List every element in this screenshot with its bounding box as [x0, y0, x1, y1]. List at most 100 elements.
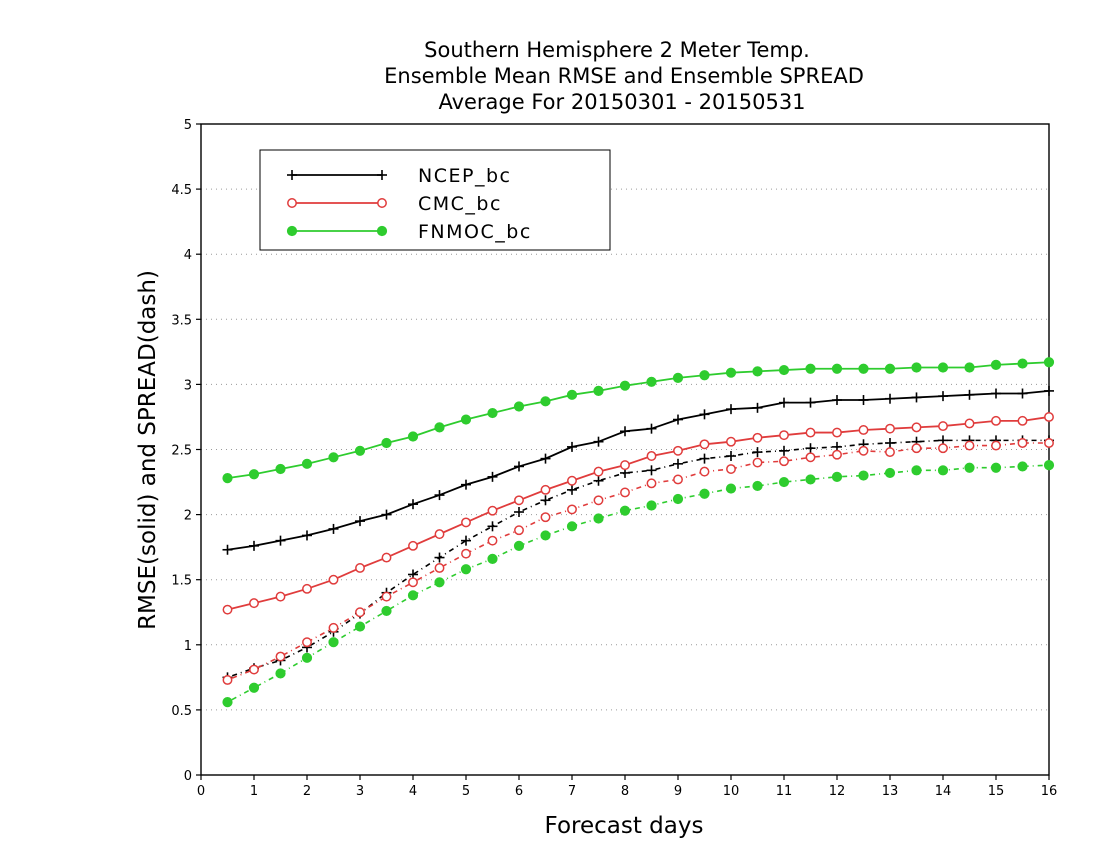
data-point-ncep-bc-spread	[885, 437, 895, 448]
data-point-cmc-bc-rmse	[249, 598, 259, 609]
data-point-ncep-bc-spread	[779, 445, 789, 456]
y-tick-label: 2	[184, 509, 192, 524]
data-point-cmc-bc-spread	[858, 445, 869, 456]
data-point-fnmoc-bc-rmse	[248, 469, 260, 480]
data-point-fnmoc-bc-spread	[566, 521, 578, 532]
data-point-fnmoc-bc-rmse	[566, 389, 578, 400]
data-point-fnmoc-bc-spread	[884, 467, 896, 479]
data-point-cmc-bc-rmse	[355, 563, 365, 573]
data-point-cmc-bc-rmse	[461, 517, 471, 528]
data-point-ncep-bc-rmse	[885, 393, 895, 404]
data-point-ncep-bc-rmse	[593, 436, 604, 447]
data-point-cmc-bc-spread	[540, 512, 551, 523]
data-point-fnmoc-bc-spread	[487, 553, 498, 564]
y-tick-label: 1.5	[171, 574, 192, 589]
data-point-ncep-bc-spread	[540, 495, 551, 506]
data-point-cmc-bc-rmse	[964, 418, 975, 429]
x-tick-label: 6	[515, 784, 523, 799]
data-point-ncep-bc-rmse	[779, 397, 789, 408]
data-point-cmc-bc-spread	[911, 443, 922, 454]
legend-marker-ncep-bc	[377, 170, 387, 180]
data-point-cmc-bc-spread	[355, 607, 365, 618]
data-point-ncep-bc-rmse	[620, 426, 630, 437]
data-point-ncep-bc-rmse	[991, 388, 1001, 399]
data-point-cmc-bc-rmse	[302, 583, 312, 594]
data-point-ncep-bc-rmse	[222, 544, 233, 555]
data-point-cmc-bc-rmse	[593, 466, 604, 477]
data-point-fnmoc-bc-spread	[593, 513, 604, 524]
data-point-ncep-bc-rmse	[726, 404, 736, 415]
data-point-ncep-bc-rmse	[858, 395, 869, 406]
data-point-fnmoc-bc-spread	[222, 696, 233, 708]
x-tick-label: 8	[621, 784, 629, 799]
y-tick-label: 0	[184, 769, 192, 784]
x-tick-label: 0	[197, 784, 205, 799]
data-point-fnmoc-bc-rmse	[328, 452, 339, 463]
data-point-fnmoc-bc-spread	[540, 530, 551, 541]
data-point-cmc-bc-rmse	[540, 484, 551, 495]
data-point-ncep-bc-spread	[726, 451, 736, 462]
data-point-cmc-bc-spread	[991, 440, 1001, 451]
data-point-ncep-bc-rmse	[302, 530, 312, 541]
legend: NCEP_bc CMC_bc FNMOC_bc	[259, 149, 611, 251]
data-point-fnmoc-bc-spread	[858, 470, 869, 481]
data-point-cmc-bc-spread	[275, 651, 286, 662]
data-point-cmc-bc-rmse	[673, 445, 683, 456]
data-point-cmc-bc-rmse	[805, 427, 816, 438]
x-tick-label: 5	[462, 784, 470, 799]
data-point-cmc-bc-rmse	[646, 451, 657, 461]
data-point-fnmoc-bc-rmse	[487, 407, 498, 419]
data-point-ncep-bc-rmse	[567, 441, 577, 452]
data-point-ncep-bc-rmse	[911, 392, 922, 403]
data-point-ncep-bc-rmse	[805, 397, 816, 408]
data-point-fnmoc-bc-spread	[725, 483, 737, 494]
data-point-ncep-bc-rmse	[673, 414, 683, 425]
data-point-fnmoc-bc-rmse	[805, 363, 816, 374]
data-point-ncep-bc-rmse	[646, 423, 657, 434]
data-point-cmc-bc-rmse	[1017, 415, 1028, 426]
data-point-ncep-bc-spread	[646, 465, 657, 476]
data-point-cmc-bc-spread	[434, 563, 445, 573]
data-point-cmc-bc-rmse	[938, 421, 948, 432]
data-point-cmc-bc-rmse	[911, 422, 922, 433]
data-point-cmc-bc-rmse	[381, 552, 392, 563]
data-point-cmc-bc-rmse	[514, 495, 524, 506]
x-tick-label: 13	[882, 784, 899, 799]
data-point-fnmoc-bc-spread	[354, 621, 366, 632]
data-point-cmc-bc-rmse	[222, 604, 233, 615]
data-point-fnmoc-bc-spread	[699, 488, 710, 499]
x-tick-label: 4	[409, 784, 417, 799]
data-point-ncep-bc-spread	[514, 506, 524, 517]
data-point-cmc-bc-rmse	[487, 505, 498, 516]
y-tick-label: 0.5	[171, 704, 192, 719]
data-point-ncep-bc-rmse	[514, 461, 524, 472]
data-point-cmc-bc-rmse	[752, 432, 763, 443]
x-tick-label: 2	[303, 784, 311, 799]
data-point-fnmoc-bc-rmse	[858, 363, 869, 374]
data-point-ncep-bc-spread	[699, 453, 710, 464]
data-point-cmc-bc-spread	[408, 577, 418, 588]
data-point-fnmoc-bc-rmse	[699, 370, 710, 381]
data-point-fnmoc-bc-spread	[646, 500, 657, 511]
data-point-ncep-bc-rmse	[540, 453, 551, 464]
data-point-fnmoc-bc-rmse	[540, 396, 551, 407]
legend-marker-ncep-bc	[287, 170, 297, 180]
data-point-cmc-bc-spread	[567, 504, 577, 515]
data-point-ncep-bc-spread	[593, 475, 604, 486]
data-point-cmc-bc-rmse	[567, 475, 577, 486]
data-point-fnmoc-bc-spread	[301, 652, 313, 663]
data-point-cmc-bc-spread	[514, 525, 524, 536]
series-line-fnmoc-bc-spread	[227, 464, 1050, 703]
data-point-cmc-bc-spread	[249, 664, 259, 675]
legend-marker-cmc-bc	[287, 198, 297, 208]
data-point-cmc-bc-spread	[699, 466, 710, 477]
data-point-cmc-bc-spread	[726, 464, 736, 474]
data-point-ncep-bc-spread	[673, 458, 683, 469]
data-point-cmc-bc-spread	[885, 447, 895, 458]
data-point-cmc-bc-spread	[302, 637, 312, 648]
data-point-ncep-bc-rmse	[355, 516, 365, 527]
data-point-cmc-bc-rmse	[832, 427, 842, 438]
data-point-fnmoc-bc-rmse	[513, 401, 525, 412]
data-point-cmc-bc-rmse	[885, 423, 895, 434]
